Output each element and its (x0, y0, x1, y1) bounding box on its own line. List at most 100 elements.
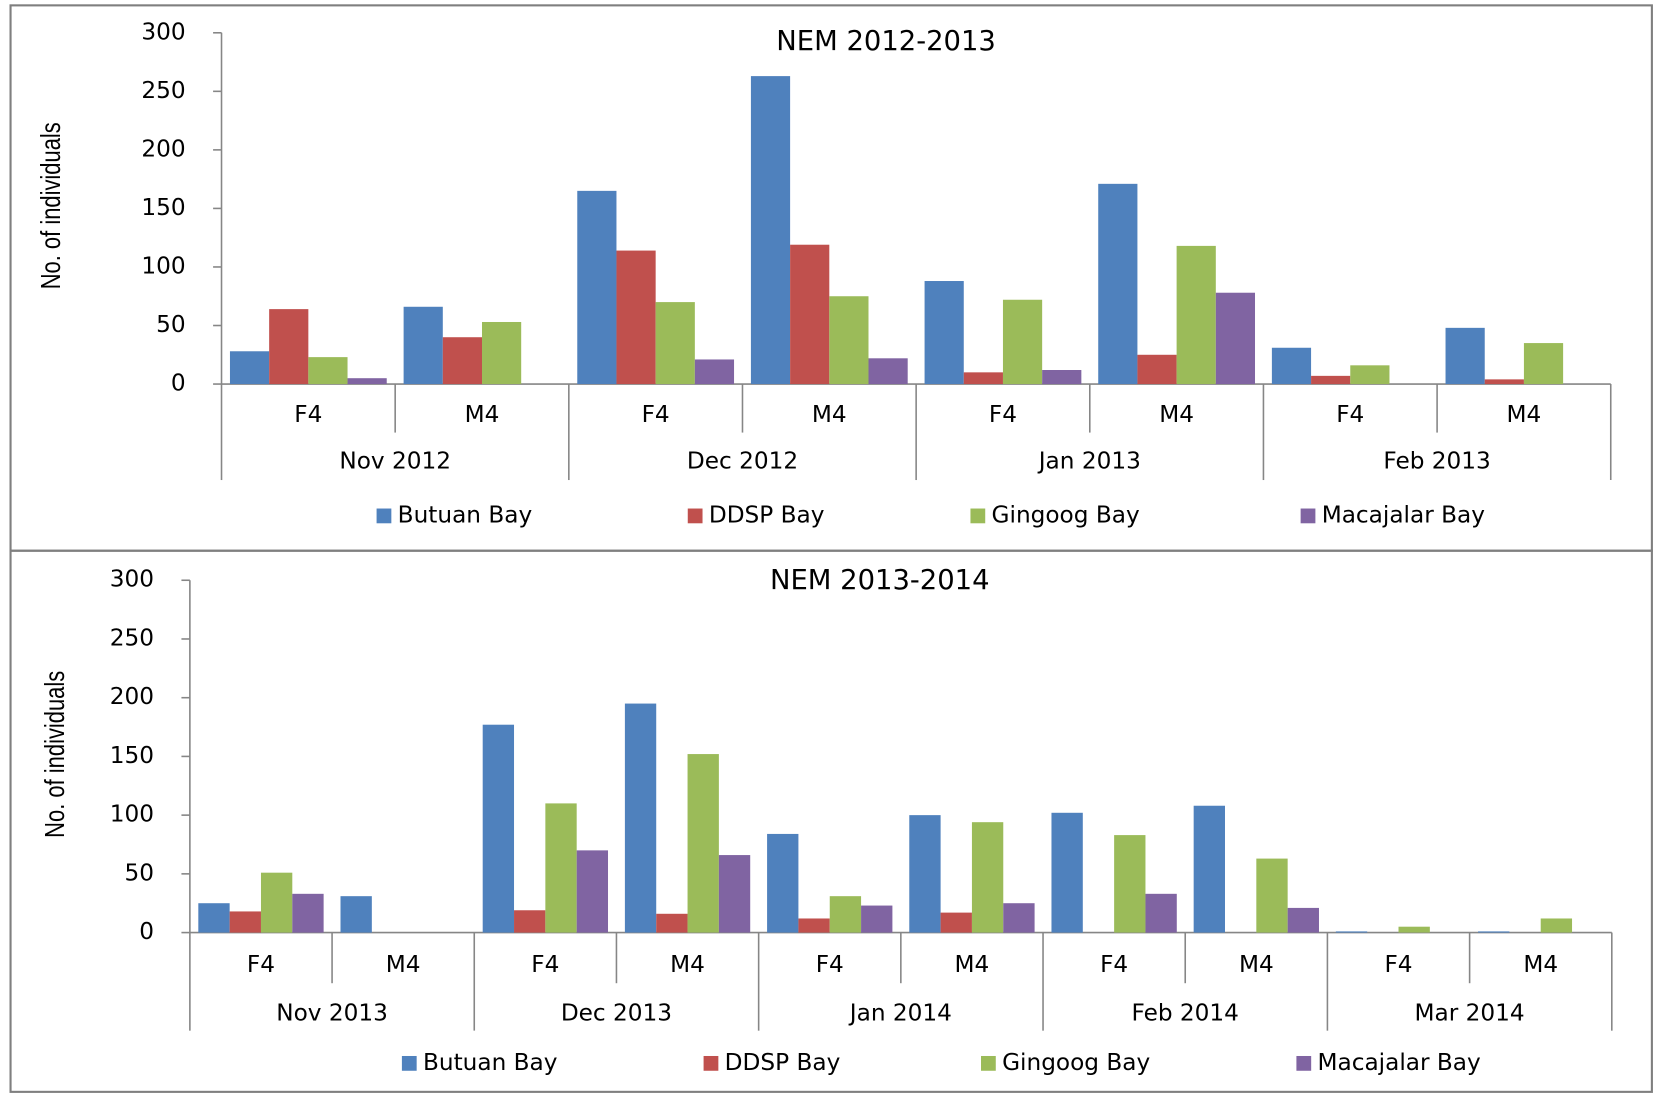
y-tick-label: 300 (110, 566, 154, 593)
bar (229, 911, 261, 933)
bar (1215, 292, 1256, 385)
bar (1114, 835, 1146, 933)
bar (229, 351, 270, 385)
y-tick-label: 300 (141, 18, 185, 45)
group-label: Feb 2013 (1383, 448, 1490, 475)
x-tick-label: F4 (247, 951, 275, 978)
legend-label: Butuan Bay (423, 1049, 558, 1076)
bar (1311, 375, 1351, 385)
x-tick-label: F4 (1336, 401, 1364, 428)
bar (514, 910, 546, 933)
y-tick-label: 0 (139, 918, 154, 945)
y-tick-label: 0 (171, 370, 186, 397)
bar (624, 703, 657, 933)
x-tick-label: F4 (294, 401, 322, 428)
bar (1002, 299, 1043, 385)
bar (861, 905, 893, 933)
legend-label: Gingoog Bay (992, 501, 1140, 528)
bar (1051, 812, 1083, 933)
bar (198, 903, 230, 933)
bar (1042, 370, 1082, 385)
bar (1523, 343, 1564, 385)
legend-swatch (401, 1055, 417, 1071)
x-tick-label: M4 (1523, 951, 1558, 978)
bar (1350, 365, 1390, 385)
group-label: Nov 2013 (276, 999, 388, 1026)
x-tick-label: M4 (465, 401, 500, 428)
bar (269, 309, 309, 385)
bar (616, 250, 656, 385)
x-tick-label: M4 (955, 951, 990, 978)
group-label: Jan 2013 (1037, 448, 1141, 475)
bar (868, 358, 908, 385)
chart-title: NEM 2012-2013 (776, 26, 996, 57)
group-label: Dec 2013 (561, 999, 672, 1026)
legend-swatch (376, 508, 392, 524)
x-tick-label: F4 (816, 951, 844, 978)
x-tick-label: F4 (1384, 951, 1412, 978)
y-tick-label: 50 (156, 311, 186, 338)
legend-label: Gingoog Bay (1002, 1049, 1150, 1076)
x-tick-label: M4 (386, 951, 421, 978)
bar (798, 918, 830, 933)
bar (347, 378, 387, 385)
group-label: Mar 2014 (1415, 999, 1525, 1026)
y-tick-label: 200 (141, 135, 185, 162)
bar (790, 244, 830, 385)
legend-label: DDSP Bay (725, 1049, 841, 1076)
legend-swatch (1300, 508, 1316, 524)
bar (1145, 893, 1177, 933)
legend-label: DDSP Bay (709, 501, 825, 528)
y-tick-label: 50 (124, 859, 154, 886)
bar (656, 913, 688, 933)
bar (481, 321, 522, 385)
bar (1478, 931, 1510, 933)
x-tick-label: F4 (531, 951, 559, 978)
bar (403, 306, 443, 385)
bar (829, 896, 862, 933)
x-tick-label: F4 (642, 401, 670, 428)
bar (694, 359, 735, 385)
bar (545, 803, 577, 933)
bar (940, 912, 972, 933)
bar (292, 893, 324, 933)
y-tick-label: 250 (110, 624, 154, 651)
bar (482, 724, 515, 933)
y-tick-label: 150 (110, 742, 154, 769)
chart-title: NEM 2013-2014 (770, 565, 990, 596)
bar (1540, 918, 1573, 933)
bar (971, 822, 1004, 933)
bar (829, 296, 869, 385)
bar (655, 302, 695, 385)
bar (687, 754, 719, 933)
bar (1098, 183, 1138, 385)
y-axis-label: No. of individuals (41, 671, 71, 838)
bar (1484, 379, 1524, 385)
legend-label: Macajalar Bay (1322, 501, 1485, 528)
bar (1271, 347, 1312, 385)
bar (1287, 907, 1319, 933)
bar (1398, 926, 1430, 933)
y-tick-label: 200 (110, 683, 154, 710)
y-tick-label: 250 (141, 77, 185, 104)
bar (1193, 805, 1225, 933)
x-tick-label: M4 (670, 951, 705, 978)
y-tick-label: 100 (141, 252, 185, 279)
bar (924, 281, 964, 385)
x-tick-label: F4 (1100, 951, 1128, 978)
bar (1003, 903, 1035, 933)
legend-swatch (981, 1055, 996, 1071)
legend-label: Butuan Bay (398, 501, 533, 528)
y-tick-label: 150 (141, 194, 185, 221)
legend-swatch (1296, 1055, 1312, 1071)
bar (750, 76, 791, 385)
bar (308, 357, 348, 385)
bar (260, 872, 293, 933)
legend-swatch (703, 1055, 719, 1071)
chart-frame (9, 549, 1653, 1093)
group-label: Jan 2014 (848, 999, 952, 1026)
legend-swatch (970, 508, 986, 524)
y-tick-label: 100 (110, 801, 154, 828)
bar (1335, 931, 1368, 933)
